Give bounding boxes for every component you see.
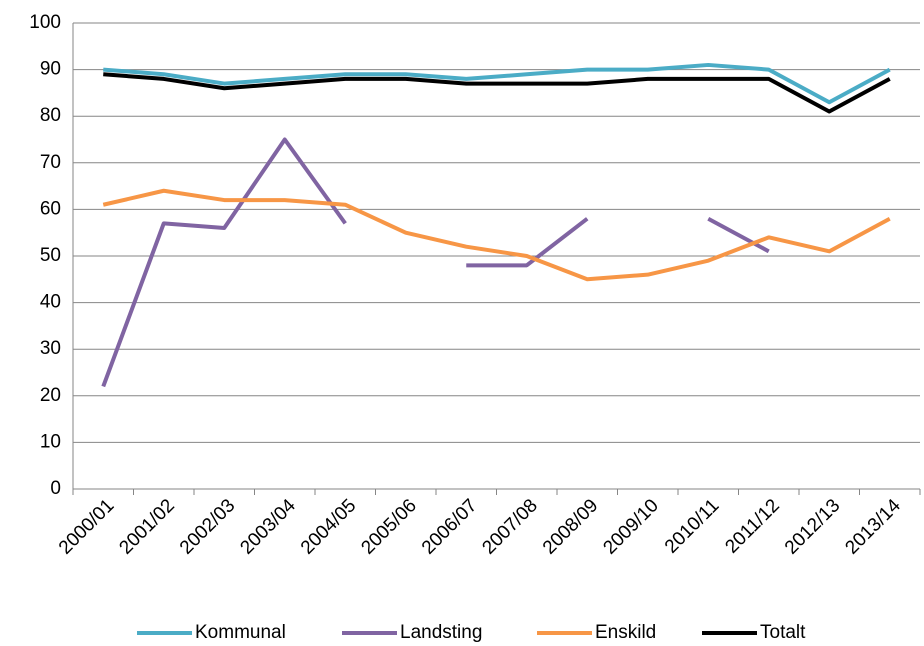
y-tick-label: 0 <box>50 478 61 499</box>
series-line <box>103 62 891 105</box>
series-line <box>707 216 770 254</box>
x-tick-label: 2013/14 <box>841 495 905 559</box>
x-tick-label: 2010/11 <box>661 495 723 557</box>
legend-label: Landsting <box>400 622 482 643</box>
x-tick-label: 2001/02 <box>115 495 178 558</box>
legend-item: Enskild <box>537 622 656 643</box>
y-tick-label: 90 <box>40 59 61 80</box>
x-tick-label: 2011/12 <box>721 495 783 557</box>
legend-label: Enskild <box>595 622 656 643</box>
series-line <box>102 188 891 282</box>
x-tick-label: 2000/01 <box>55 495 118 558</box>
y-tick-label: 100 <box>29 12 61 33</box>
x-tick-label: 2005/06 <box>357 495 420 558</box>
series-line <box>101 137 347 388</box>
series-line <box>466 217 589 268</box>
y-tick-label: 30 <box>40 338 61 359</box>
x-tick-label: 2007/08 <box>478 495 541 558</box>
x-tick-label: 2008/09 <box>539 495 602 558</box>
y-tick-label: 10 <box>40 431 61 452</box>
x-tick-label: 2003/04 <box>236 495 300 559</box>
legend-item: Landsting <box>342 622 482 643</box>
y-tick-label: 60 <box>40 198 61 219</box>
y-tick-label: 80 <box>40 105 61 126</box>
y-tick-label: 40 <box>40 292 61 313</box>
x-tick-label: 2002/03 <box>176 495 239 558</box>
y-tick-label: 70 <box>40 152 61 173</box>
x-tick-label: 2004/05 <box>297 495 360 558</box>
legend-label: Kommunal <box>195 622 286 643</box>
y-tick-label: 50 <box>40 245 61 266</box>
legend-item: Totalt <box>702 622 806 643</box>
legend-item: Kommunal <box>137 622 286 643</box>
x-tick-label: 2006/07 <box>418 495 481 558</box>
x-tick-label: 2012/13 <box>781 495 844 558</box>
series-line <box>103 72 891 114</box>
legend-label: Totalt <box>760 622 806 643</box>
x-tick-label: 2009/10 <box>599 495 662 558</box>
y-tick-label: 20 <box>40 385 61 406</box>
